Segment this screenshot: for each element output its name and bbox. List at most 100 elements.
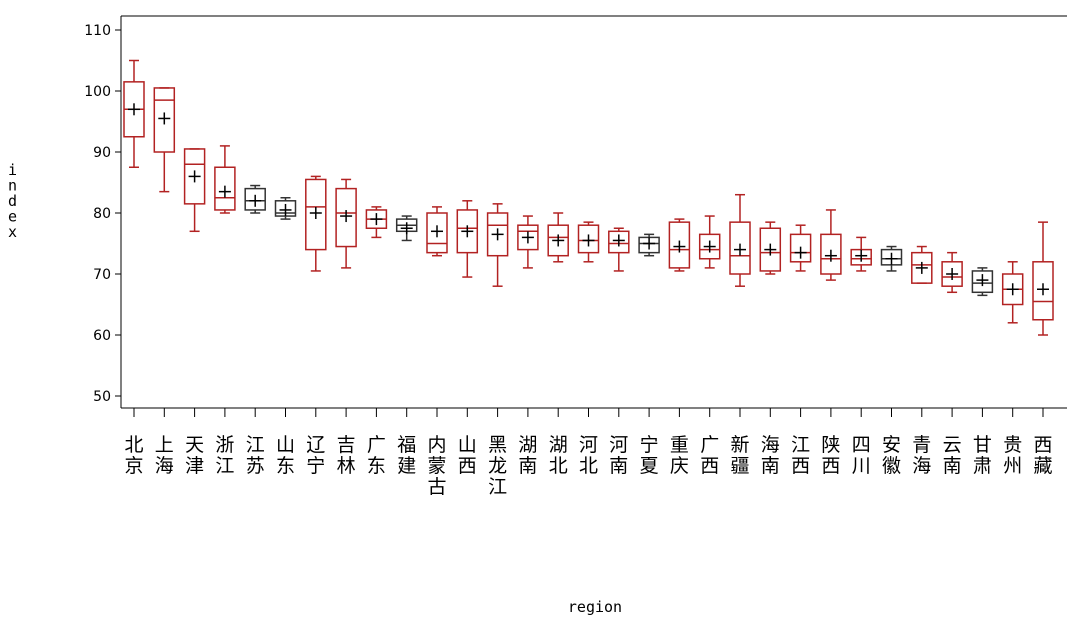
x-tick-label: 内蒙古 [427,434,446,498]
box-江苏 [244,184,266,214]
x-tick-label: 宁夏 [640,434,659,477]
box-湖北 [547,212,569,263]
box-山东 [274,197,297,220]
box-辽宁 [305,175,327,272]
box-iqr [971,270,994,294]
box-安徽 [880,245,903,272]
box-宁夏 [638,233,660,257]
x-tick-label: 云南 [943,434,962,477]
x-tick-label-char: 西 [458,455,477,477]
x-tick-label: 湖北 [549,434,568,477]
box-山西 [456,200,479,278]
box-重庆 [668,218,691,272]
x-tick-label-char: 安 [882,434,901,456]
x-tick-label-char: 南 [518,455,537,477]
x-tick-label-char: 海 [761,434,780,456]
box-iqr [638,236,660,254]
box-iqr [305,178,327,251]
x-tick-label: 辽宁 [306,434,325,477]
x-tick-label-char: 肃 [973,455,992,477]
box-iqr [426,212,448,254]
box-iqr [456,209,479,254]
box-广西 [698,215,721,269]
x-tick-label-char: 海 [155,455,174,477]
box-iqr [274,200,297,217]
x-tick-label-char: 南 [609,455,628,477]
box-湖南 [517,215,539,269]
x-tick-label-char: 夏 [640,455,659,477]
x-tick-label: 陕西 [821,434,840,477]
box-iqr [880,248,903,266]
x-tick-label-char: 山 [276,434,295,456]
x-tick-label-char: 疆 [730,455,749,477]
x-tick-label-char: 东 [367,455,386,477]
box-iqr [729,221,751,275]
x-tick-label-char: 南 [761,455,780,477]
x-tick-label-char: 龙 [488,455,507,477]
x-tick-label-char: 东 [276,455,295,477]
x-tick-label: 浙江 [215,434,234,477]
x-tick-label-char: 河 [579,434,598,456]
x-tick-label-char: 蒙 [427,455,446,477]
x-tick-label-char: 重 [670,434,689,456]
x-tick-label: 广西 [700,434,719,477]
box-陕西 [820,209,842,281]
box-内蒙古 [426,206,448,257]
x-tick-label-char: 苏 [246,455,265,477]
box-iqr [153,87,176,153]
x-tick-label: 山东 [276,434,295,477]
x-tick-label-char: 庆 [670,455,689,477]
x-tick-label-char: 西 [791,455,810,477]
x-tick-label: 福建 [397,434,416,477]
box-吉林 [335,178,357,269]
x-tick-label-char: 古 [427,476,446,498]
box-北京 [123,59,145,168]
x-tick-label: 安徽 [882,434,901,477]
box-四川 [850,236,872,272]
box-甘肃 [971,267,994,297]
boxes [123,59,1054,336]
x-tick-label-char: 南 [943,455,962,477]
box-上海 [153,87,176,193]
x-tick-label: 贵州 [1003,434,1022,477]
x-tick-label-char: 宁 [306,455,325,477]
x-tick-label-char: 湖 [518,434,537,456]
box-iqr [335,187,357,248]
box-iqr [820,233,842,275]
box-河北 [577,221,600,263]
x-tick-label-char: 北 [549,455,568,477]
x-tick-label-char: 浙 [215,434,234,456]
x-tick-label-char: 西 [821,455,840,477]
box-iqr [789,233,812,263]
y-axis-title-char: e [8,208,17,226]
x-tick-label-char: 津 [185,455,204,477]
x-tick-label-char: 京 [124,455,143,477]
box-iqr [517,224,539,251]
x-tick-label: 北京 [124,434,143,477]
x-tick-label: 西藏 [1033,434,1052,477]
x-tick-label: 河北 [579,434,598,477]
x-tick-label-char: 吉 [337,434,356,456]
x-tick-label-char: 西 [1033,434,1052,456]
x-tick-label: 吉林 [337,434,356,477]
x-tick-label-char: 西 [700,455,719,477]
x-tick-label: 黑龙江 [488,434,507,498]
x-tick-label-char: 内 [427,434,446,456]
y-tick-label: 80 [93,206,111,222]
x-tick-label-char: 江 [215,455,234,477]
x-tick-label-char: 上 [155,434,174,456]
box-新疆 [729,193,751,287]
box-广东 [365,206,388,239]
y-tick-label: 100 [84,84,111,100]
y-tick-label: 110 [84,23,111,39]
y-tick-label: 50 [93,389,111,405]
box-iqr [668,221,691,269]
box-河南 [608,227,630,272]
y-axis-title-char: n [8,177,17,195]
x-tick-label-char: 宁 [640,434,659,456]
box-天津 [183,148,206,233]
box-福建 [395,215,418,242]
